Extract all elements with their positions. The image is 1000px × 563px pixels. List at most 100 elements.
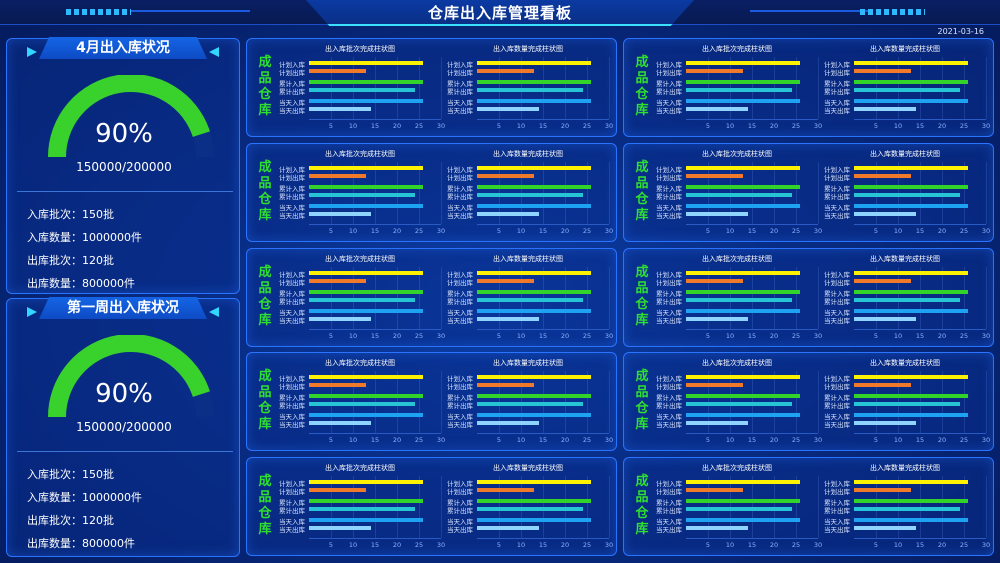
side-char: 仓 — [635, 297, 649, 312]
bar-label: 累计入库 — [447, 290, 473, 298]
x-tick-label: 20 — [769, 122, 779, 130]
batch-chart-title: 出入库批次完成柱状图 — [325, 150, 395, 158]
bar-label: 当天入库 — [824, 99, 850, 107]
side-char: 品 — [258, 71, 272, 86]
bar-plan-out — [854, 383, 912, 387]
x-axis — [854, 538, 986, 539]
bar-label: 计划入库 — [279, 375, 305, 383]
gauge-ratio: 150000/200000 — [76, 160, 172, 174]
bar-total-out — [686, 507, 792, 511]
x-tick-label: 10 — [516, 541, 526, 549]
side-char: 品 — [635, 385, 649, 400]
bar-label: 计划出库 — [279, 383, 305, 391]
side-char: 仓 — [258, 192, 272, 207]
x-tick-label: 20 — [392, 541, 402, 549]
bar-label: 当天入库 — [656, 309, 682, 317]
bar-label: 计划出库 — [279, 488, 305, 496]
x-tick-label: 20 — [560, 332, 570, 340]
side-char: 库 — [635, 208, 649, 223]
grid-line — [419, 162, 420, 224]
x-tick-label: 10 — [348, 541, 358, 549]
batch-chart-title: 出入库批次完成柱状图 — [325, 255, 395, 263]
bar-label: 计划入库 — [447, 375, 473, 383]
bar-today-in — [477, 99, 592, 103]
bar-total-in — [686, 185, 801, 189]
grid-line — [609, 162, 610, 224]
bar-today-in — [686, 99, 801, 103]
x-tick-label: 20 — [937, 332, 947, 340]
bar-plan-in — [477, 61, 592, 65]
bar-label: 累计入库 — [279, 185, 305, 193]
bar-plan-in — [477, 480, 592, 484]
bar-plan-out — [854, 69, 912, 73]
x-tick-label: 30 — [604, 541, 614, 549]
side-char: 库 — [635, 103, 649, 118]
x-axis — [686, 119, 818, 120]
bar-label: 计划入库 — [824, 61, 850, 69]
bar-label: 累计入库 — [656, 290, 682, 298]
bar-total-in — [686, 80, 801, 84]
side-char: 库 — [635, 313, 649, 328]
bar-today-out — [309, 317, 371, 321]
bar-today-in — [309, 99, 424, 103]
bar-today-in — [309, 518, 424, 522]
bar-label: 计划出库 — [279, 174, 305, 182]
x-tick-label: 25 — [414, 332, 424, 340]
x-tick-label: 25 — [414, 227, 424, 235]
x-tick-label: 20 — [769, 227, 779, 235]
bar-label: 当天入库 — [824, 204, 850, 212]
bar-label: 当天入库 — [824, 309, 850, 317]
x-axis — [686, 538, 818, 539]
bar-total-in — [854, 80, 969, 84]
bar-label: 累计出库 — [447, 507, 473, 515]
x-tick-label: 10 — [348, 227, 358, 235]
bar-today-in — [309, 413, 424, 417]
x-tick-label: 5 — [328, 227, 334, 235]
bar-label: 累计入库 — [279, 394, 305, 402]
bar-label: 累计入库 — [656, 394, 682, 402]
x-tick-label: 10 — [725, 541, 735, 549]
x-tick-label: 30 — [436, 122, 446, 130]
bar-label: 计划出库 — [447, 69, 473, 77]
bar-label: 计划出库 — [447, 488, 473, 496]
bar-today-out — [686, 526, 748, 530]
grid-line — [796, 371, 797, 433]
x-tick-label: 10 — [893, 541, 903, 549]
warehouse-card: 成品仓库 出入库批次完成柱状图 计划入库 计划出库 累计入库 累计出库 当天入库 当天出库 5 1… — [623, 248, 994, 347]
x-tick-label: 20 — [937, 227, 947, 235]
side-char: 库 — [635, 522, 649, 537]
x-axis — [686, 224, 818, 225]
batch-chart-title: 出入库批次完成柱状图 — [702, 45, 772, 53]
bar-plan-in — [309, 61, 424, 65]
grid-line — [441, 371, 442, 433]
bar-total-out — [854, 88, 960, 92]
x-tick-label: 5 — [496, 227, 502, 235]
date-label: 2021-03-16 — [937, 27, 985, 36]
x-tick-label: 30 — [981, 436, 991, 444]
bar-plan-out — [686, 174, 744, 178]
bar-today-in — [309, 204, 424, 208]
side-char: 品 — [258, 490, 272, 505]
grid-line — [587, 476, 588, 538]
grid-line — [441, 162, 442, 224]
x-tick-label: 20 — [769, 436, 779, 444]
x-tick-label: 15 — [538, 227, 548, 235]
bar-plan-in — [309, 480, 424, 484]
warehouse-card: 成品仓库 出入库批次完成柱状图 计划入库 计划出库 累计入库 累计出库 当天入库 当天出库 5 1… — [246, 38, 617, 137]
bar-label: 累计出库 — [656, 193, 682, 201]
grid-line — [818, 57, 819, 119]
bar-label: 累计入库 — [447, 499, 473, 507]
x-tick-label: 30 — [604, 436, 614, 444]
grid-line — [796, 57, 797, 119]
x-tick-label: 25 — [414, 122, 424, 130]
bar-label: 累计入库 — [656, 80, 682, 88]
bar-total-out — [686, 193, 792, 197]
bar-today-out — [309, 107, 371, 111]
x-tick-label: 25 — [582, 227, 592, 235]
x-axis — [854, 224, 986, 225]
card-side-label: 成品仓库 — [632, 265, 652, 329]
x-tick-label: 15 — [747, 541, 757, 549]
side-char: 成 — [258, 265, 272, 280]
bar-label: 当天出库 — [447, 526, 473, 534]
side-char: 仓 — [635, 192, 649, 207]
